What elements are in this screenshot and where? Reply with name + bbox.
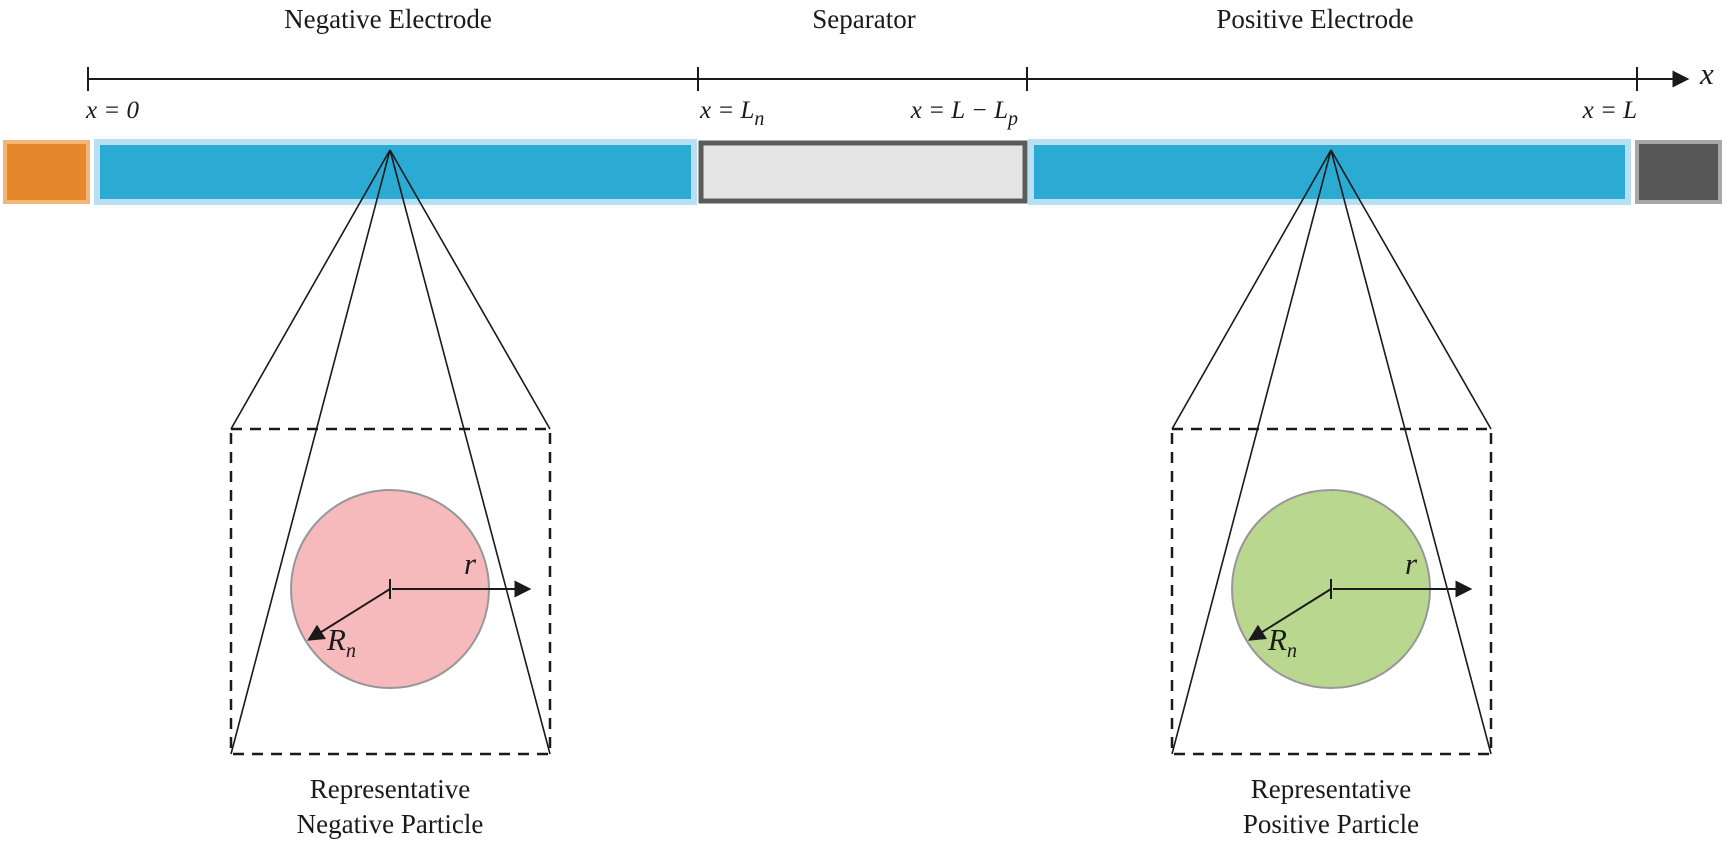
axis-label-L-main: x = L: [1582, 97, 1637, 124]
zoom-line: [389, 149, 551, 430]
positive-particle-caption-line2: Positive Particle: [1243, 809, 1419, 839]
zoom-line: [1330, 149, 1492, 755]
zoom-line: [230, 149, 391, 755]
positive-particle-caption-line1: Representative: [1251, 774, 1411, 804]
negative-R-label-sub: n: [346, 640, 356, 662]
axis-label-L-Lp-sub: p: [1006, 108, 1018, 130]
separator-bar: [698, 140, 1028, 204]
negative-particle-box: [229, 427, 552, 756]
negative-current-collector: [3, 140, 90, 204]
negative-zoom-cone: [230, 149, 551, 755]
positive-r-label: r: [1405, 546, 1418, 581]
axis-label-Ln-main: x = L: [699, 97, 754, 124]
negative-r-label: r: [464, 546, 477, 581]
zoom-line: [389, 149, 551, 755]
negative-particle-caption-line1: Representative: [310, 774, 470, 804]
axis-label-x0-main: x = 0: [85, 97, 139, 124]
x-axis-arrow-label: x: [1699, 56, 1714, 91]
axis-label-x0: x = 0: [85, 97, 139, 124]
axis-label-Ln-sub: n: [754, 108, 764, 130]
positive-R-label-main: R: [1267, 622, 1287, 657]
axis-label-L-Lp-main: x = L − L: [910, 97, 1008, 124]
positive-electrode-title: Positive Electrode: [1216, 4, 1413, 34]
negative-electrode-title: Negative Electrode: [284, 4, 492, 34]
zoom-line: [230, 149, 391, 430]
positive-R-arrow: [1248, 588, 1332, 641]
positive-electrode-bar: [1028, 139, 1631, 205]
zoom-line: [1171, 149, 1332, 755]
zoom-line: [1330, 149, 1492, 430]
separator-title: Separator: [812, 4, 915, 34]
axis-label-L-Lp: x = L − Lp: [910, 97, 1018, 130]
positive-particle-box: [1170, 427, 1493, 756]
negative-particle-caption-line2: Negative Particle: [297, 809, 484, 839]
negative-R-label-main: R: [326, 622, 346, 657]
positive-R-label-sub: n: [1287, 640, 1297, 662]
zoom-line: [1171, 149, 1332, 430]
negative-R-label: Rn: [326, 622, 356, 662]
positive-zoom-cone: [1171, 149, 1492, 755]
positive-current-collector: [1635, 140, 1722, 204]
axis-label-Ln: x = Ln: [699, 97, 764, 130]
axis-label-L: x = L: [1582, 97, 1637, 124]
negative-R-arrow: [307, 588, 391, 641]
positive-R-label: Rn: [1267, 622, 1297, 662]
